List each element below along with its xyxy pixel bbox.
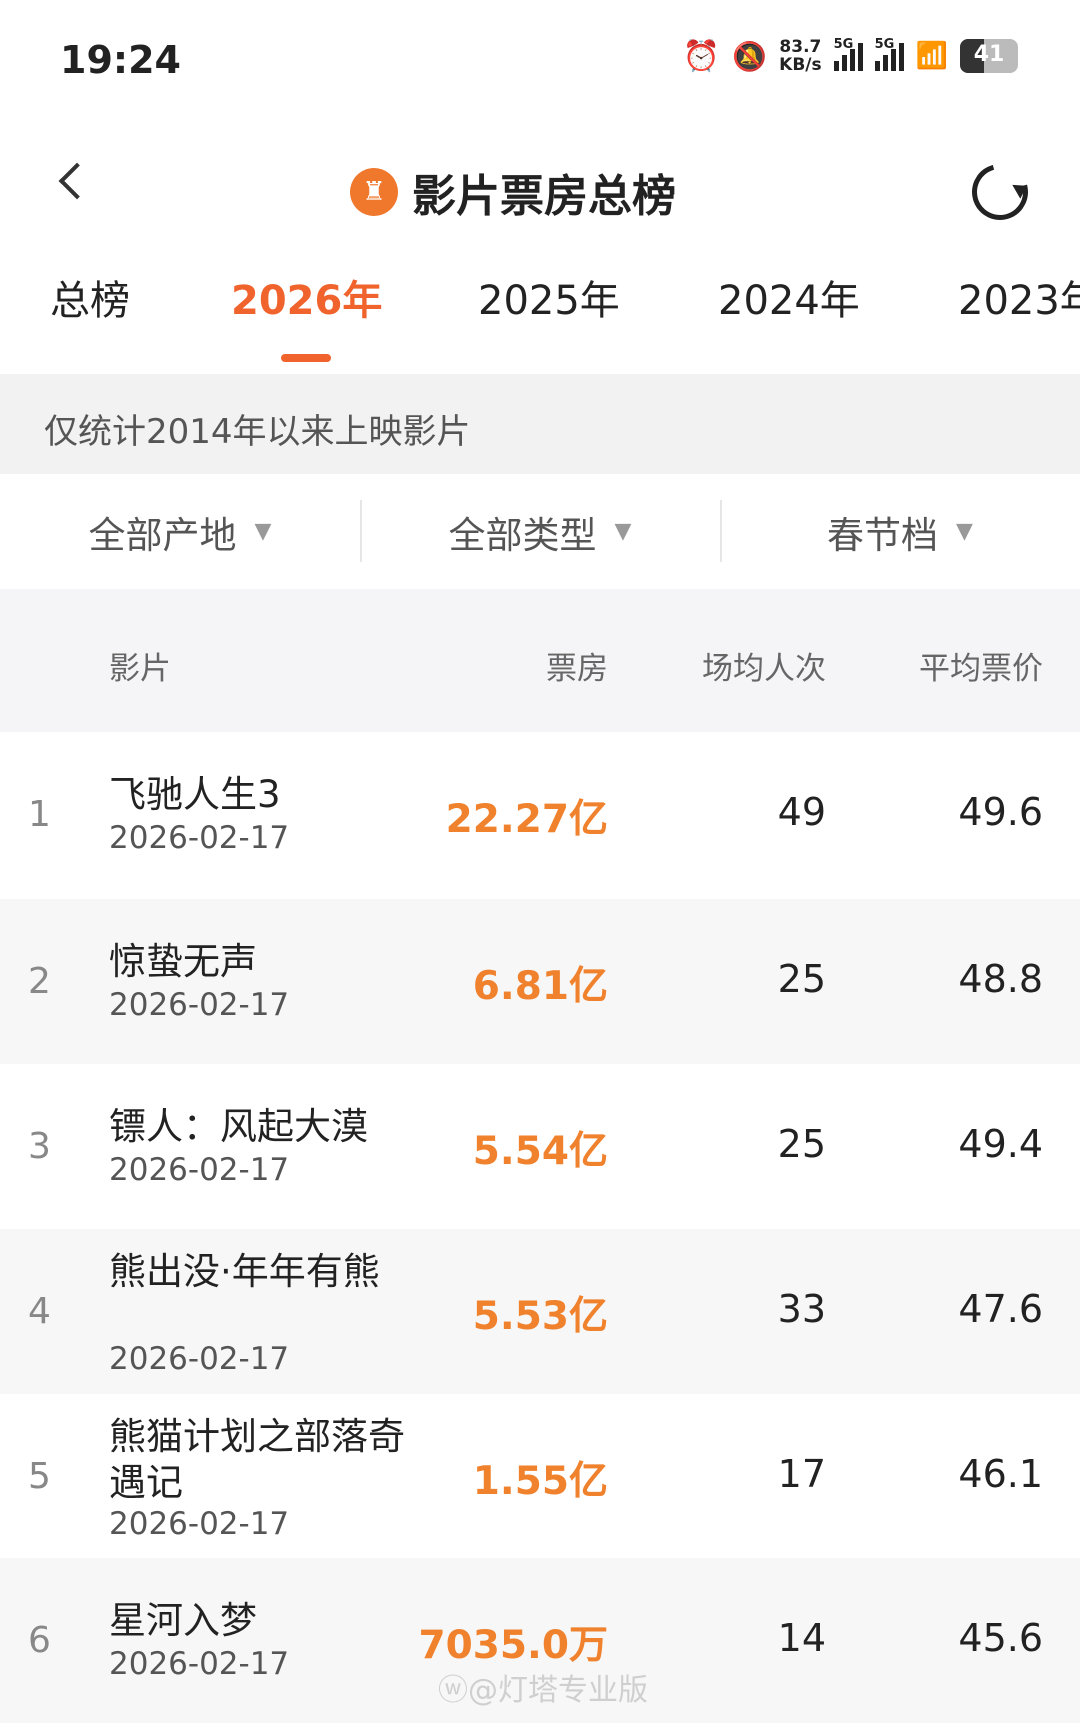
box-office: 5.54亿 — [472, 1129, 608, 1174]
table-row[interactable]: 3 镖人：风起大漠 2026-02-17 5.54亿 25 49.4 — [0, 1064, 1080, 1229]
dropdown-triangle-icon: ▼ — [254, 519, 272, 544]
rank: 1 — [28, 794, 51, 835]
release-date: 2026-02-17 — [109, 1506, 290, 1542]
signal-icon: 5G — [833, 37, 863, 71]
notice-bar: 仅统计2014年以来上映影片 — [0, 374, 1080, 474]
page-header: ♜ 影片票房总榜 — [350, 160, 676, 224]
release-date: 2026-02-17 — [109, 1152, 290, 1188]
lighthouse-logo-icon: ♜ — [350, 168, 398, 216]
rank: 4 — [28, 1291, 51, 1332]
column-avg-price[interactable]: 平均票价 — [919, 651, 1043, 687]
box-office: 7035.0万 — [418, 1623, 609, 1668]
avg-price: 48.8 — [958, 957, 1043, 1001]
tab-2026[interactable]: 2026年 — [231, 278, 383, 324]
page-title: 影片票房总榜 — [412, 171, 676, 222]
watermark-text: @灯塔专业版 — [468, 1673, 648, 1708]
filter-region-label: 全部产地 — [88, 513, 237, 557]
tab-2023[interactable]: 2023年 — [958, 278, 1080, 324]
back-icon[interactable] — [58, 162, 96, 200]
film-title[interactable]: 星河入梦 — [109, 1599, 257, 1642]
avg-attendance: 25 — [777, 957, 826, 1001]
table-row[interactable]: 2 惊蛰无声 2026-02-17 6.81亿 25 48.8 — [0, 899, 1080, 1064]
battery-icon: 41 — [960, 39, 1018, 73]
release-date: 2026-02-17 — [109, 1646, 290, 1682]
battery-level: 41 — [973, 42, 1005, 67]
column-film[interactable]: 影片 — [109, 651, 171, 687]
box-office: 1.55亿 — [472, 1459, 608, 1504]
avg-attendance: 14 — [777, 1616, 826, 1660]
tab-2025[interactable]: 2025年 — [478, 278, 620, 324]
avg-attendance: 17 — [777, 1452, 826, 1496]
tab-2024[interactable]: 2024年 — [718, 278, 860, 324]
active-tab-indicator — [281, 354, 331, 362]
rank: 2 — [28, 961, 51, 1002]
table-row[interactable]: 5 熊猫计划之部落奇遇记 2026-02-17 1.55亿 17 46.1 — [0, 1394, 1080, 1559]
filter-season[interactable]: 春节档 ▼ — [720, 474, 1080, 589]
box-office: 5.53亿 — [472, 1294, 608, 1339]
filter-genre[interactable]: 全部类型 ▼ — [360, 474, 720, 589]
filter-genre-label: 全部类型 — [448, 513, 597, 557]
dropdown-triangle-icon: ▼ — [956, 519, 973, 544]
refresh-icon[interactable] — [961, 153, 1039, 231]
rank: 3 — [28, 1126, 51, 1167]
release-date: 2026-02-17 — [109, 1341, 290, 1377]
release-date: 2026-02-17 — [109, 820, 290, 856]
year-tabs: 总榜 2026年 2025年 2024年 2023年 — [0, 268, 1080, 328]
column-box-office[interactable]: 票房 — [546, 651, 608, 687]
avg-price: 49.4 — [958, 1122, 1043, 1166]
wifi-icon: 📶 — [915, 41, 948, 71]
weibo-icon: ⓦ — [438, 1673, 468, 1708]
rank: 5 — [28, 1456, 51, 1497]
film-title[interactable]: 飞驰人生3 — [109, 773, 281, 816]
avg-price: 47.6 — [958, 1287, 1043, 1331]
weibo-watermark: ⓦ@灯塔专业版 — [438, 1665, 648, 1709]
filter-bar: 全部产地 ▼ 全部类型 ▼ 春节档 ▼ — [0, 474, 1080, 589]
column-avg-attendance[interactable]: 场均人次 — [702, 651, 826, 687]
status-time: 19:24 — [60, 38, 181, 82]
status-icons: ⏰ 🔕 83.7 KB/s 5G 5G 📶 41 — [682, 37, 1018, 74]
dropdown-triangle-icon: ▼ — [614, 519, 632, 544]
avg-attendance: 49 — [777, 790, 826, 834]
table-row[interactable]: 4 熊出没·年年有熊 2026-02-17 5.53亿 33 47.6 — [0, 1229, 1080, 1394]
avg-attendance: 33 — [777, 1287, 826, 1331]
film-title[interactable]: 惊蛰无声 — [109, 940, 257, 983]
sim2-label: 5G — [874, 37, 895, 52]
film-title[interactable]: 熊猫计划之部落奇遇记 — [109, 1415, 405, 1504]
film-title[interactable]: 熊出没·年年有熊 — [109, 1250, 380, 1293]
table-header: 影片 票房 场均人次 平均票价 — [0, 589, 1080, 732]
table-row[interactable]: 1 飞驰人生3 2026-02-17 22.27亿 49 49.6 — [0, 732, 1080, 897]
avg-price: 46.1 — [958, 1452, 1043, 1496]
avg-price: 49.6 — [958, 790, 1043, 834]
bell-muted-icon: 🔕 — [732, 39, 768, 73]
signal-icon: 5G — [874, 37, 904, 71]
alarm-icon: ⏰ — [682, 38, 721, 74]
filter-season-label: 春节档 — [827, 513, 939, 557]
sim1-label: 5G — [833, 37, 854, 52]
film-title[interactable]: 镖人：风起大漠 — [109, 1105, 368, 1148]
release-date: 2026-02-17 — [109, 987, 290, 1023]
rank: 6 — [28, 1620, 51, 1661]
table-row[interactable]: 6 星河入梦 2026-02-17 7035.0万 14 45.6 — [0, 1558, 1080, 1723]
tab-total[interactable]: 总榜 — [50, 278, 130, 324]
net-speed: 83.7 KB/s — [779, 38, 821, 74]
filter-region[interactable]: 全部产地 ▼ — [0, 474, 360, 589]
box-office: 22.27亿 — [445, 797, 608, 842]
avg-price: 45.6 — [958, 1616, 1043, 1660]
box-office: 6.81亿 — [472, 964, 608, 1009]
net-speed-value: 83.7 — [779, 37, 822, 57]
avg-attendance: 25 — [777, 1122, 826, 1166]
net-speed-unit: KB/s — [779, 55, 822, 75]
